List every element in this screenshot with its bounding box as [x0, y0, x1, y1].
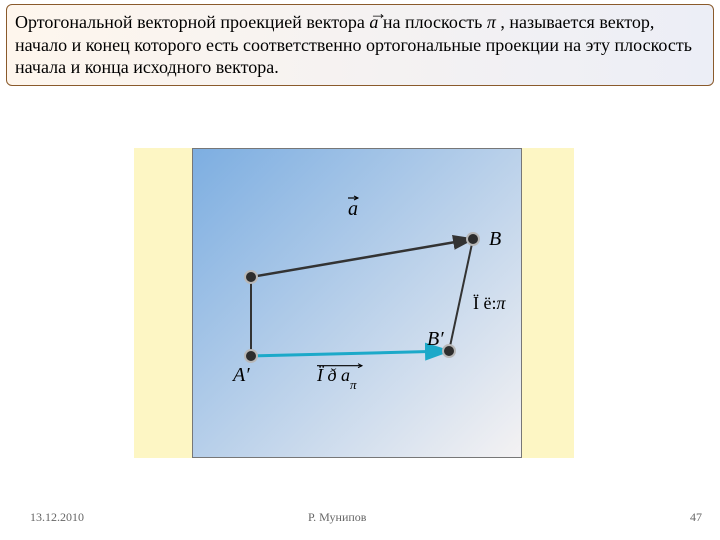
svg-text:Ï ð aπ: Ï ð aπ [316, 365, 357, 392]
svg-text:Ï ë:π: Ï ë:π [473, 293, 506, 313]
definition-text-part2: на плоскость [383, 12, 487, 32]
svg-text:a: a [348, 198, 358, 220]
svg-text:B′: B′ [427, 328, 444, 350]
svg-text:A′: A′ [231, 364, 250, 386]
vector-a-symbol: → a [369, 12, 383, 32]
footer-author: Р. Мунипов [308, 510, 366, 525]
footer-date: 13.12.2010 [30, 510, 84, 525]
definition-text-part1: Ортогональной векторной проекцией вектор… [15, 12, 369, 32]
footer-page-number: 47 [690, 510, 702, 525]
definition-box: Ортогональной векторной проекцией вектор… [6, 4, 714, 86]
svg-text:B: B [489, 228, 501, 250]
plane-pi-symbol: π [487, 12, 496, 32]
diagram-panel: a B B′ A′ Ï ð aπ Ï ë:π [192, 148, 522, 458]
projection-diagram: a B B′ A′ Ï ð aπ Ï ë:π [193, 149, 523, 459]
slide: Ортогональной векторной проекцией вектор… [0, 0, 720, 540]
